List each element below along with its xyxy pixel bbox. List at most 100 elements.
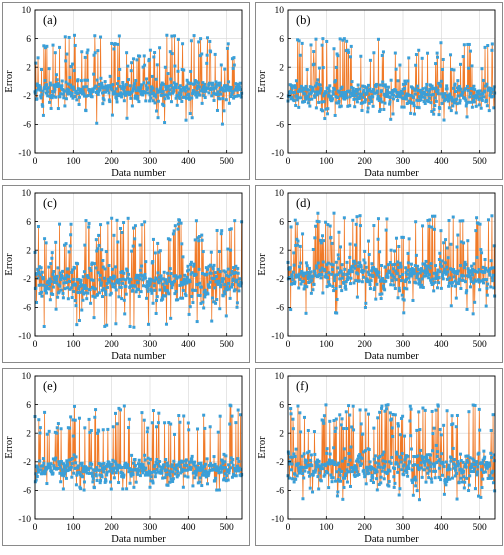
data-point: [184, 118, 188, 122]
data-point: [203, 82, 207, 86]
data-point: [327, 89, 331, 93]
data-point: [40, 294, 44, 298]
data-point: [376, 416, 380, 420]
y-tick-label: 6: [279, 401, 284, 411]
data-point: [394, 89, 398, 93]
data-point: [187, 97, 191, 101]
data-point: [229, 95, 233, 99]
data-point: [332, 289, 336, 293]
data-point: [441, 461, 445, 465]
data-point: [319, 276, 323, 280]
data-point: [206, 474, 210, 478]
data-point: [150, 291, 154, 295]
data-point: [458, 467, 462, 471]
data-point: [155, 109, 159, 113]
data-point: [58, 222, 62, 226]
data-point: [382, 107, 386, 111]
data-point: [184, 96, 188, 100]
data-point: [451, 104, 455, 108]
data-point: [317, 220, 321, 224]
data-point: [77, 102, 81, 106]
data-point: [57, 290, 61, 294]
data-point: [76, 466, 80, 470]
data-point: [43, 46, 47, 50]
data-point: [125, 269, 129, 273]
data-point: [88, 288, 92, 292]
data-point: [363, 100, 367, 104]
data-point: [161, 90, 165, 94]
data-point: [73, 299, 77, 303]
data-point: [207, 285, 211, 289]
data-point: [348, 484, 352, 488]
data-point: [419, 448, 423, 452]
data-point: [122, 475, 126, 479]
data-point: [35, 474, 39, 478]
series-markers: [33, 33, 244, 126]
data-point: [148, 99, 152, 103]
data-point: [226, 478, 230, 482]
data-point: [115, 100, 119, 104]
data-point: [387, 484, 391, 488]
data-point: [156, 462, 160, 466]
data-point: [182, 414, 186, 418]
data-point: [132, 84, 136, 88]
data-point: [69, 415, 73, 419]
data-point: [190, 454, 194, 458]
data-point: [415, 428, 419, 432]
data-point: [316, 211, 320, 215]
data-point: [447, 219, 451, 223]
data-point: [398, 63, 402, 67]
data-point: [148, 280, 152, 284]
data-point: [132, 86, 136, 90]
data-point: [337, 101, 341, 105]
data-point: [98, 473, 102, 477]
data-point: [38, 273, 42, 277]
data-point: [411, 463, 415, 467]
data-point: [486, 282, 490, 286]
data-point: [340, 470, 344, 474]
data-point: [391, 434, 395, 438]
data-point: [339, 479, 343, 483]
data-point: [309, 453, 313, 457]
data-point: [38, 88, 42, 92]
data-point: [334, 417, 338, 421]
data-point: [165, 281, 169, 285]
data-point: [54, 456, 58, 460]
data-point: [225, 273, 229, 277]
data-point: [36, 470, 40, 474]
data-point: [473, 269, 477, 273]
data-point: [335, 96, 339, 100]
data-point: [467, 270, 471, 274]
data-point: [115, 280, 119, 284]
data-point: [52, 270, 56, 274]
data-point: [217, 471, 221, 475]
data-point: [369, 478, 373, 482]
data-point: [84, 286, 88, 290]
data-point: [158, 46, 162, 50]
data-point: [483, 84, 487, 88]
data-point: [143, 220, 147, 224]
data-point: [431, 449, 435, 453]
data-point: [87, 468, 91, 472]
data-point: [328, 452, 332, 456]
data-point: [219, 232, 223, 236]
data-point: [322, 94, 326, 98]
data-point: [394, 278, 398, 282]
data-point: [43, 286, 47, 290]
data-point: [431, 281, 435, 285]
data-point: [48, 298, 52, 302]
data-point: [50, 256, 54, 260]
data-point: [170, 34, 174, 38]
data-point: [174, 289, 178, 293]
data-point: [291, 270, 295, 274]
data-point: [390, 417, 393, 421]
data-point: [410, 267, 414, 270]
data-point: [363, 85, 367, 89]
data-point: [367, 471, 371, 475]
data-point: [298, 277, 302, 281]
data-point: [353, 464, 357, 468]
data-point: [407, 237, 411, 241]
data-point: [179, 221, 183, 225]
data-point: [464, 104, 468, 108]
data-point: [298, 467, 302, 471]
